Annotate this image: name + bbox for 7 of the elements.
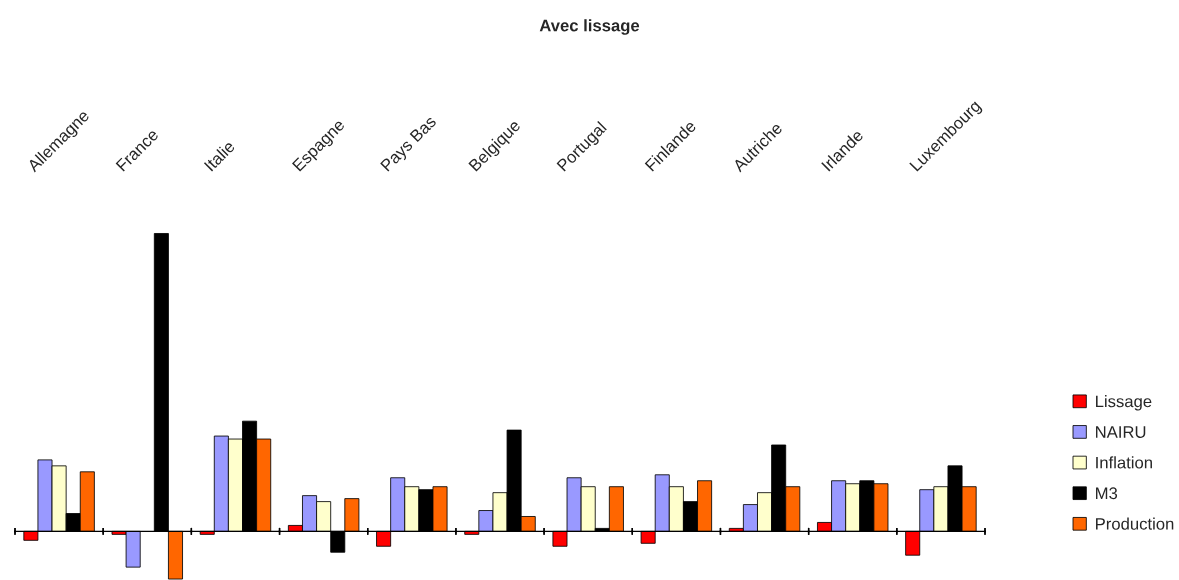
x-tick-label: Italie: [203, 139, 236, 172]
legend-label: Production: [1096, 517, 1174, 530]
chart-title: Avec lissage: [539, 19, 640, 35]
legend-label: NAIRU: [1096, 426, 1146, 438]
legend-label: M3: [1096, 487, 1118, 500]
legend-label: Inflation: [1096, 456, 1152, 469]
legend-label: Lissage: [1096, 395, 1152, 411]
